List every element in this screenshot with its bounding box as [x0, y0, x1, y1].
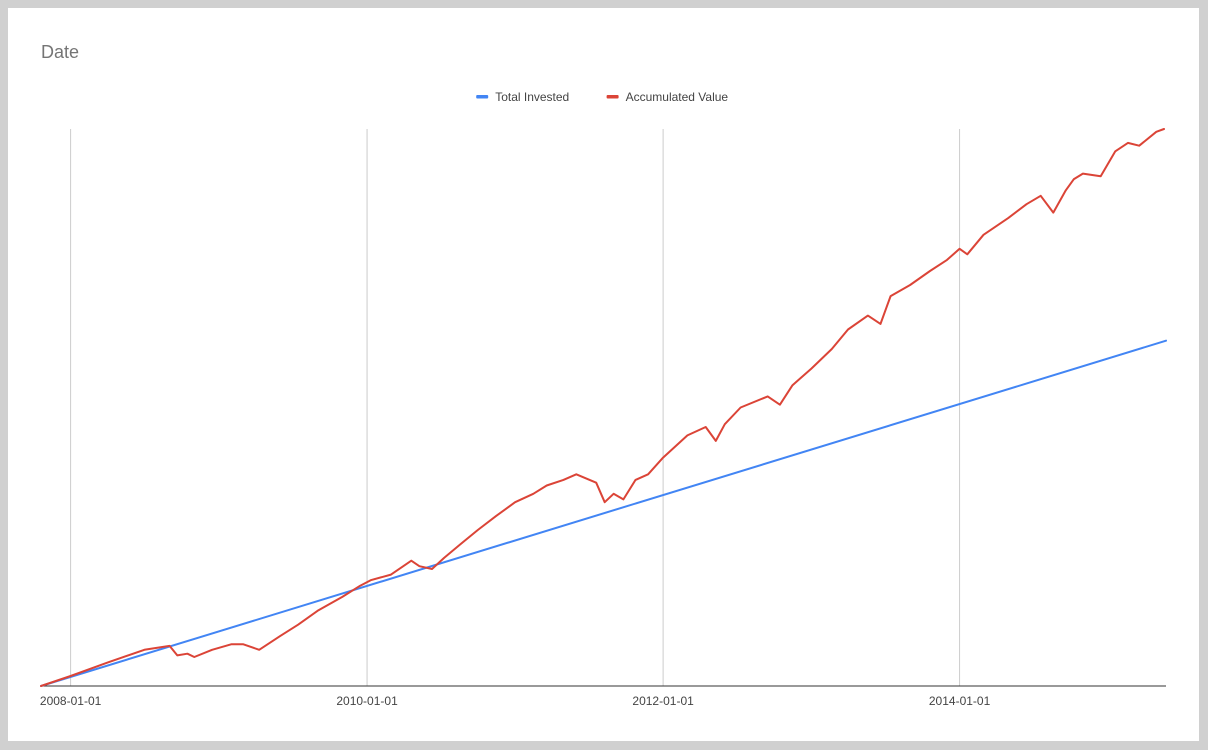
- legend-swatch: [606, 95, 619, 99]
- x-tick-label: 2014-01-01: [929, 694, 991, 708]
- legend-swatch: [476, 95, 489, 99]
- x-tick-label: 2012-01-01: [632, 694, 694, 708]
- series-line-accumulated-value: [40, 128, 1165, 687]
- x-tick-label: 2010-01-01: [336, 694, 398, 708]
- legend-label: Total Invested: [495, 90, 569, 104]
- series-line-total-invested: [40, 339, 1167, 687]
- x-tick-label: 2008-01-01: [40, 694, 102, 708]
- legend-label: Accumulated Value: [626, 90, 729, 104]
- line-chart: 2008-01-01 2010-01-01 2012-01-01 2014-01-01…: [40, 90, 1167, 708]
- chart-card: Date 2008-01-01 2010-01-01 2012-01-01 2014-…: [8, 8, 1199, 741]
- chart-title: Date: [41, 42, 80, 62]
